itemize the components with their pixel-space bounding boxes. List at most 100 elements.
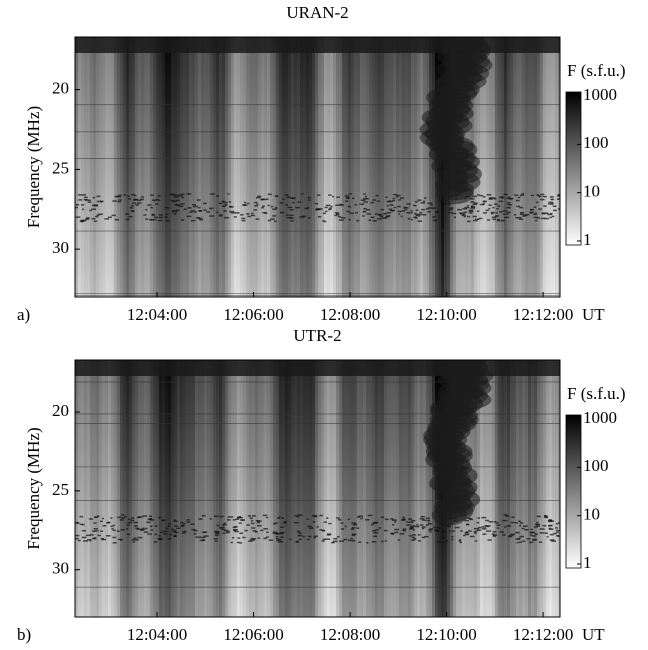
speckle [118,199,123,201]
speckle [539,528,545,530]
spectrogram-stripe [507,360,511,617]
speckle [410,212,413,214]
speckle [479,217,483,220]
spectrogram-stripe [204,37,208,297]
spectrogram-stripe [540,360,544,617]
speckle [280,526,285,529]
speckle [79,523,83,526]
speckle [279,532,284,535]
spectrogram-stripe [348,360,352,617]
speckle [178,205,184,208]
speckle [491,533,495,535]
spectrogram-stripe [420,360,424,617]
speckle [163,533,168,535]
speckle [468,209,474,212]
speckle [222,524,225,527]
speckle [81,529,87,532]
speckle [147,518,152,521]
speckle [222,523,227,526]
speckle [473,219,478,222]
speckle [551,202,554,204]
speckle [237,537,241,539]
spectrogram-stripe [204,360,208,617]
speckle [294,522,299,524]
speckle [385,215,391,217]
speckle [222,201,228,204]
speckle [173,196,179,198]
spectrogram-stripe [306,37,310,297]
spectrogram-stripe [279,37,283,297]
speckle [430,204,433,206]
speckle [511,516,515,519]
speckle [406,524,411,526]
speckle [460,212,465,215]
speckle [142,515,148,517]
spectrogram-stripe [87,360,91,617]
speckle [371,541,377,543]
spectrogram-stripe [165,37,169,297]
speckle [290,220,294,222]
spectrogram-stripe [210,37,214,297]
speckle [174,525,179,527]
speckle [427,520,430,522]
speckle [181,532,186,534]
speckle [153,541,158,543]
spectrogram-stripe [315,360,319,617]
speckle [295,541,299,543]
spectrogram-stripe [360,360,364,617]
speckle [506,206,511,209]
speckle [100,530,103,532]
speckle [485,519,489,522]
speckle [221,528,226,531]
speckle [96,515,100,517]
speckle [524,529,529,531]
speckle [351,533,357,536]
speckle [186,519,190,521]
speckle [517,196,521,199]
speckle [347,205,351,208]
speckle [410,210,413,212]
spectrogram-stripe [102,37,106,297]
speckle [177,194,182,197]
speckle [150,529,153,531]
speckle [424,535,429,538]
speckle [339,540,344,543]
speckle [468,210,474,213]
spectrogram-stripe [195,37,199,297]
speckle [154,525,158,527]
spectrogram-stripe [207,360,211,617]
spectrogram [75,360,560,617]
speckle [400,215,403,218]
speckle [323,220,327,223]
speckle [523,214,528,217]
speckle [215,532,220,535]
speckle [535,219,538,222]
speckle [250,522,255,525]
speckle [518,541,523,543]
speckle [112,536,117,539]
spectrogram-stripe [546,37,550,297]
speckle [544,217,549,220]
speckle [363,193,366,195]
speckle [173,520,178,523]
speckle [482,533,487,535]
speckle [510,533,516,536]
speckle [175,199,180,202]
speckle [506,525,512,527]
speckle [347,518,350,521]
speckle [314,514,317,517]
speckle [256,521,261,524]
speckle [451,535,454,538]
spectrogram-stripe [378,37,382,297]
speckle [441,215,445,218]
spectrogram-stripe [318,360,322,617]
speckle [410,521,414,524]
spectrogram-stripe [354,37,358,297]
speckle [169,533,173,536]
speckle [371,523,374,526]
speckle [224,216,229,219]
spectrogram-stripe [129,37,133,297]
y-axis-label: Frequency (MHz) [24,427,43,549]
speckle [201,531,207,534]
spectrogram-stripe [285,37,289,297]
